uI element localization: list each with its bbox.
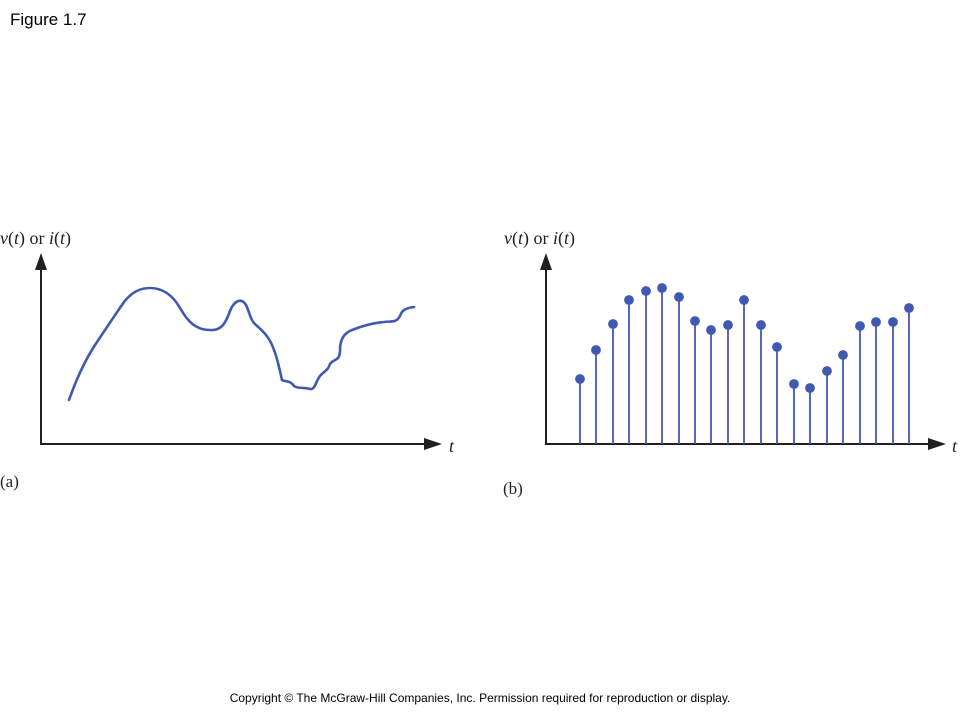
panel-b-y-arrowhead xyxy=(540,253,552,270)
panel-a-x-arrowhead xyxy=(424,438,442,450)
sample-stem xyxy=(706,325,716,444)
panel-b-x-arrowhead xyxy=(928,438,946,450)
sample-stem xyxy=(888,317,898,444)
sample-stem xyxy=(608,319,618,444)
panel-a-y-arrowhead xyxy=(35,253,47,270)
sample-stem xyxy=(641,286,651,444)
sample-stem xyxy=(822,366,832,444)
panel-b-samples xyxy=(575,283,914,444)
panel-b-x-label: t xyxy=(952,436,958,456)
panel-a-signal-curve xyxy=(67,286,416,402)
sample-stem xyxy=(591,345,601,444)
panel-a: v(t) or i(t) t (a) xyxy=(0,228,455,491)
sample-stem xyxy=(789,379,799,444)
sample-stem xyxy=(657,283,667,444)
sample-stem xyxy=(690,316,700,444)
panel-b-label: (b) xyxy=(503,479,523,498)
sample-stem xyxy=(838,350,848,444)
sample-stem xyxy=(855,321,865,444)
sample-stem xyxy=(904,303,914,444)
slide-title: Figure 1.7 xyxy=(10,10,87,29)
panel-a-x-label: t xyxy=(449,436,455,456)
sample-stem xyxy=(772,342,782,444)
copyright-notice: Copyright © The McGraw-Hill Companies, I… xyxy=(229,691,731,705)
sample-stem xyxy=(739,295,749,444)
panel-b: v(t) or i(t) t xyxy=(503,228,958,498)
panel-a-label: (a) xyxy=(0,472,19,491)
panel-b-y-label: v(t) or i(t) xyxy=(504,228,575,249)
sample-stem xyxy=(575,374,585,444)
sample-stem xyxy=(723,320,733,444)
sample-stem xyxy=(624,295,634,444)
sample-stem xyxy=(674,292,684,444)
sample-stem xyxy=(756,320,766,444)
panel-a-y-label: v(t) or i(t) xyxy=(0,228,71,249)
sample-stem xyxy=(871,317,881,444)
sample-stem xyxy=(805,383,815,444)
